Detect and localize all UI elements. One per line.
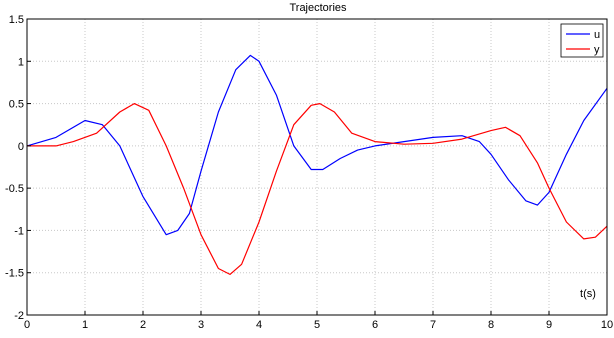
y-tick-label: 0.5 bbox=[9, 99, 24, 111]
y-tick-label: 1.5 bbox=[9, 14, 24, 26]
time-axis-annotation: t(s) bbox=[580, 288, 596, 300]
x-tick-label: 6 bbox=[372, 319, 378, 331]
x-tick-label: 9 bbox=[546, 319, 552, 331]
x-tick-label: 2 bbox=[140, 319, 146, 331]
y-tick-label: -2 bbox=[14, 310, 24, 322]
x-tick-label: 8 bbox=[488, 319, 494, 331]
series-line-u bbox=[26, 54, 608, 236]
chart-title: Trajectories bbox=[289, 2, 347, 14]
x-tick-label: 4 bbox=[256, 319, 262, 331]
x-tick-label: 0 bbox=[24, 319, 30, 331]
y-tick-label: -1.5 bbox=[5, 268, 24, 280]
y-tick-label: 1 bbox=[18, 56, 24, 68]
x-tick-label: 5 bbox=[314, 319, 320, 331]
x-tick-label: 7 bbox=[430, 319, 436, 331]
legend: uy bbox=[560, 23, 604, 58]
y-tick-label: -1 bbox=[14, 225, 24, 237]
series-layer bbox=[26, 54, 608, 275]
legend-label-u: u bbox=[594, 29, 600, 41]
y-tick-label: -0.5 bbox=[5, 183, 24, 195]
x-tick-label: 3 bbox=[198, 319, 204, 331]
x-tick-label: 1 bbox=[82, 319, 88, 331]
y-tick-label: 0 bbox=[18, 141, 24, 153]
axis-ticks: 0 1 2 3 4 5 6 7 8 9 10 1.5 1 0.5 0 -0.5 -1 -1.5 -2 bbox=[5, 14, 613, 331]
grid bbox=[27, 19, 607, 315]
legend-label-y: y bbox=[594, 44, 600, 56]
series-line-y bbox=[27, 102, 608, 275]
legend-box bbox=[560, 23, 604, 58]
x-tick-label: 10 bbox=[601, 319, 613, 331]
